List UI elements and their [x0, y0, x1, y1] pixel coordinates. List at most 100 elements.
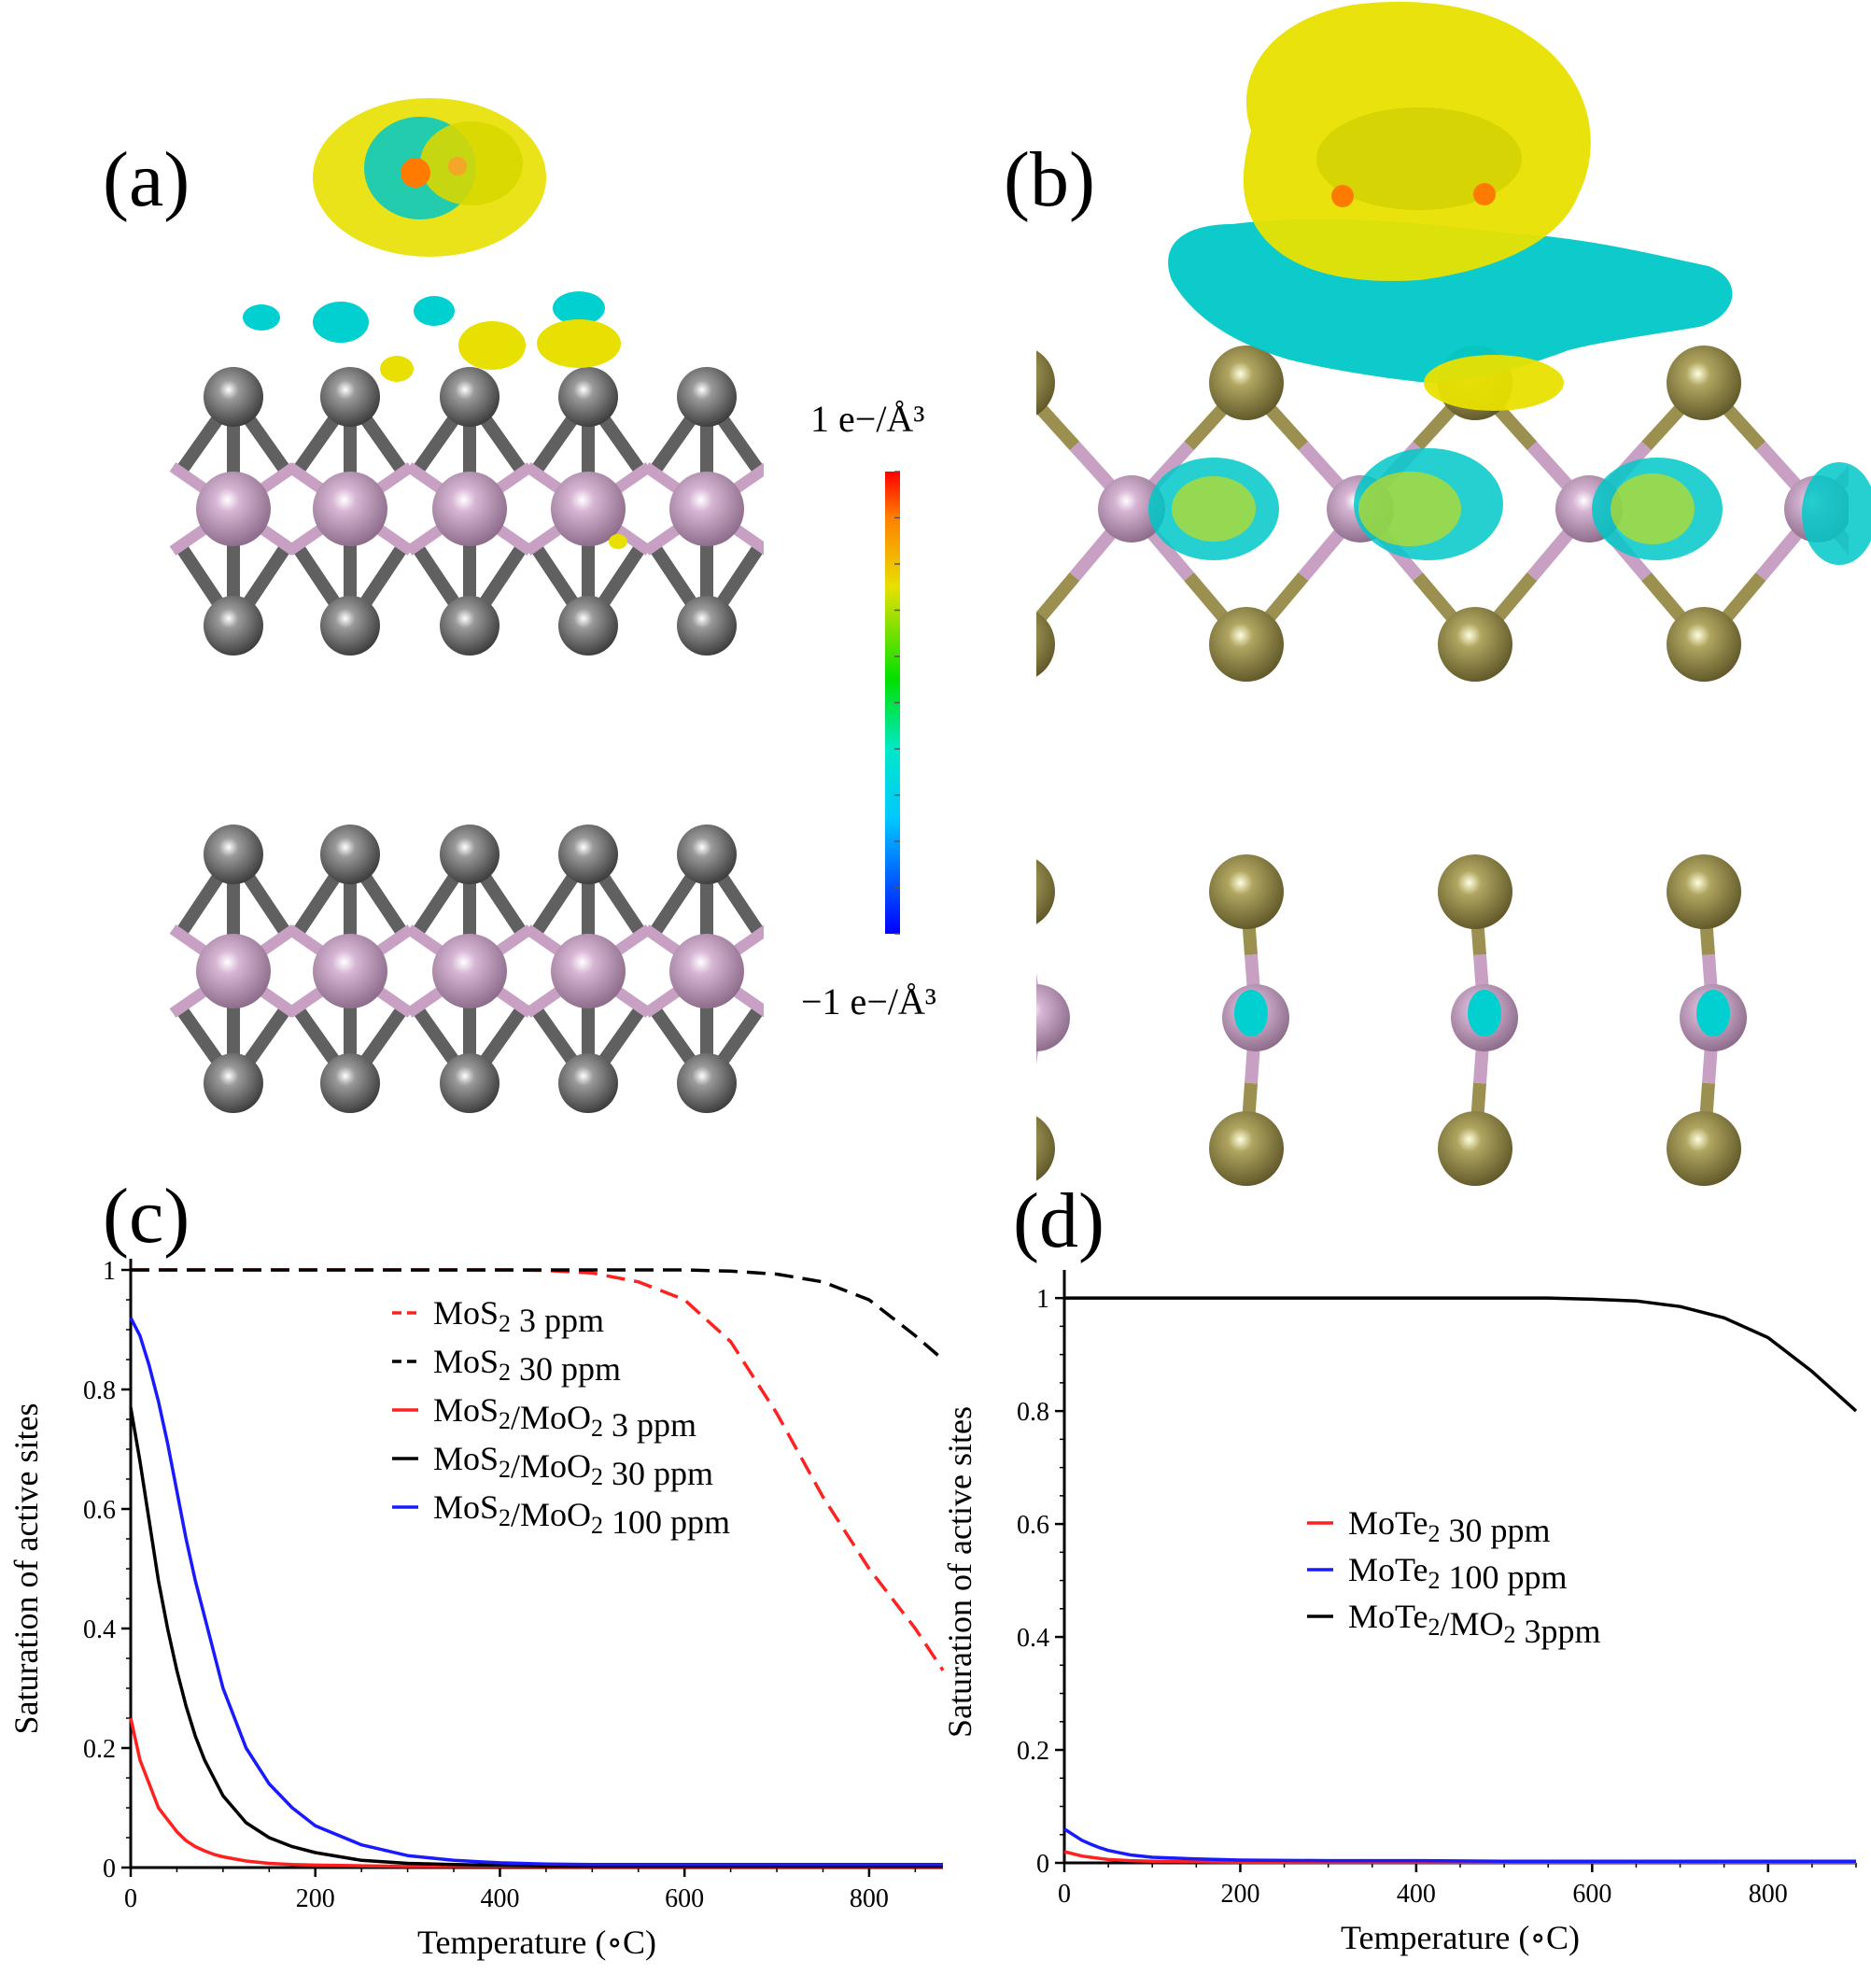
series-line	[129, 1717, 943, 1868]
te-atom	[1036, 1116, 1055, 1181]
s-atom	[677, 367, 737, 427]
density-blob	[243, 304, 280, 331]
y-tick-label: 0.8	[1017, 1398, 1049, 1427]
y-tick-label: 0.2	[83, 1735, 116, 1764]
mo-atom	[669, 472, 744, 546]
mo-atom	[1036, 984, 1070, 1051]
s-atom	[204, 1053, 263, 1113]
x-tick-label: 600	[665, 1884, 704, 1913]
mo-atom	[551, 472, 626, 546]
charge-density-panel-b	[1148, 1, 1871, 1036]
y-tick-label: 0	[103, 1854, 116, 1883]
s-atom	[558, 1053, 618, 1113]
te-atom	[1667, 854, 1741, 929]
x-tick-label: 200	[296, 1884, 335, 1913]
s-atom	[677, 1053, 737, 1113]
legend-label: MoTe2 100 ppm	[1348, 1551, 1567, 1596]
density-blob	[313, 302, 369, 343]
series-line	[129, 1317, 943, 1867]
y-tick-label: 0.4	[1017, 1624, 1049, 1653]
series-line	[1063, 1827, 1856, 1863]
y-axis-title: Saturation of active sites	[941, 1406, 978, 1738]
te-atom	[1209, 607, 1284, 682]
mos2-mos2-structure-panel-a	[169, 367, 764, 1113]
x-tick-label: 800	[1749, 1880, 1788, 1909]
x-tick-label: 0	[124, 1884, 137, 1913]
legend-label: MoS2/MoO2 3 ppm	[433, 1391, 696, 1444]
x-tick-label: 800	[850, 1884, 889, 1913]
bond	[1018, 1083, 1027, 1149]
legend-label: MoS2/MoO2 30 ppm	[433, 1440, 713, 1492]
te-atom	[1667, 607, 1741, 682]
s-atom	[204, 825, 263, 884]
colorbar-ticks	[894, 471, 900, 935]
y-tick-label: 0	[1036, 1850, 1049, 1879]
bond	[1036, 973, 1043, 1018]
charge-density-panel-a	[243, 98, 627, 549]
te-atom	[1036, 612, 1055, 677]
s-atom	[204, 367, 263, 427]
chart-d: 0 200 400 600 800 0 0.2 0.4 0.6 0.8 1 Temperature (…	[941, 1270, 1858, 1956]
legend-label: MoS2/MoO2 100 ppm	[433, 1488, 730, 1541]
density-blob	[1468, 990, 1501, 1036]
colorbar-gradient	[885, 472, 900, 934]
te-atom	[1667, 1111, 1741, 1186]
y-tick-label: 1	[1036, 1285, 1049, 1314]
mo-atom	[551, 934, 626, 1008]
s-atom	[440, 1053, 499, 1113]
density-blob	[609, 534, 627, 549]
mo-atom	[313, 472, 387, 546]
mo-atom	[313, 934, 387, 1008]
mo-atom	[432, 934, 507, 1008]
s-atom	[440, 367, 499, 427]
density-core	[448, 157, 467, 176]
x-tick-label: 0	[1058, 1880, 1071, 1909]
mo-atom	[196, 472, 271, 546]
density-blob	[420, 121, 523, 205]
s-atom	[677, 825, 737, 884]
te-atom	[1438, 1111, 1512, 1186]
s-atom	[320, 1053, 380, 1113]
density-blob	[414, 296, 455, 326]
density-blob	[1611, 473, 1695, 544]
panel-label-c: (c)	[103, 1173, 190, 1260]
bond	[1036, 393, 1080, 451]
density-blob	[1234, 990, 1268, 1036]
series-line	[1064, 1296, 1858, 1413]
s-atom	[677, 596, 737, 656]
colorbar-min-label: −1 e−/Å³	[801, 980, 936, 1022]
bond	[1018, 892, 1027, 955]
s-atom	[558, 367, 618, 427]
mo-atom	[432, 472, 507, 546]
density-blob	[1696, 990, 1730, 1036]
mo-atom	[669, 934, 744, 1008]
density-blob	[458, 321, 526, 370]
te-atom	[1438, 854, 1512, 929]
legend-label: MoS2 30 ppm	[433, 1343, 621, 1388]
y-tick-label: 0.4	[83, 1615, 116, 1644]
panel-label-d: (d)	[1013, 1177, 1104, 1264]
panel-label-a: (a)	[103, 136, 190, 223]
s-atom	[320, 596, 380, 656]
s-atom	[440, 825, 499, 884]
te-atom	[1209, 345, 1284, 420]
s-atom	[320, 367, 380, 427]
s-atom	[320, 825, 380, 884]
x-tick-label: 600	[1572, 1880, 1611, 1909]
density-blob	[380, 356, 414, 382]
bond	[1036, 1018, 1043, 1064]
density-blob	[537, 319, 621, 368]
density-core	[1331, 185, 1354, 207]
y-tick-label: 0.2	[1017, 1737, 1049, 1766]
mo-atom	[1098, 475, 1165, 543]
x-tick-label: 400	[480, 1884, 519, 1913]
colorbar-max-label: 1 e−/Å³	[810, 398, 924, 440]
te-atom	[1209, 854, 1284, 929]
te-atom	[1036, 859, 1055, 924]
y-tick-label: 0.8	[83, 1376, 116, 1405]
x-axis-title: Temperature (∘C)	[1341, 1919, 1580, 1956]
density-blob	[1316, 107, 1522, 210]
density-blob	[1802, 462, 1871, 565]
s-atom	[558, 825, 618, 884]
